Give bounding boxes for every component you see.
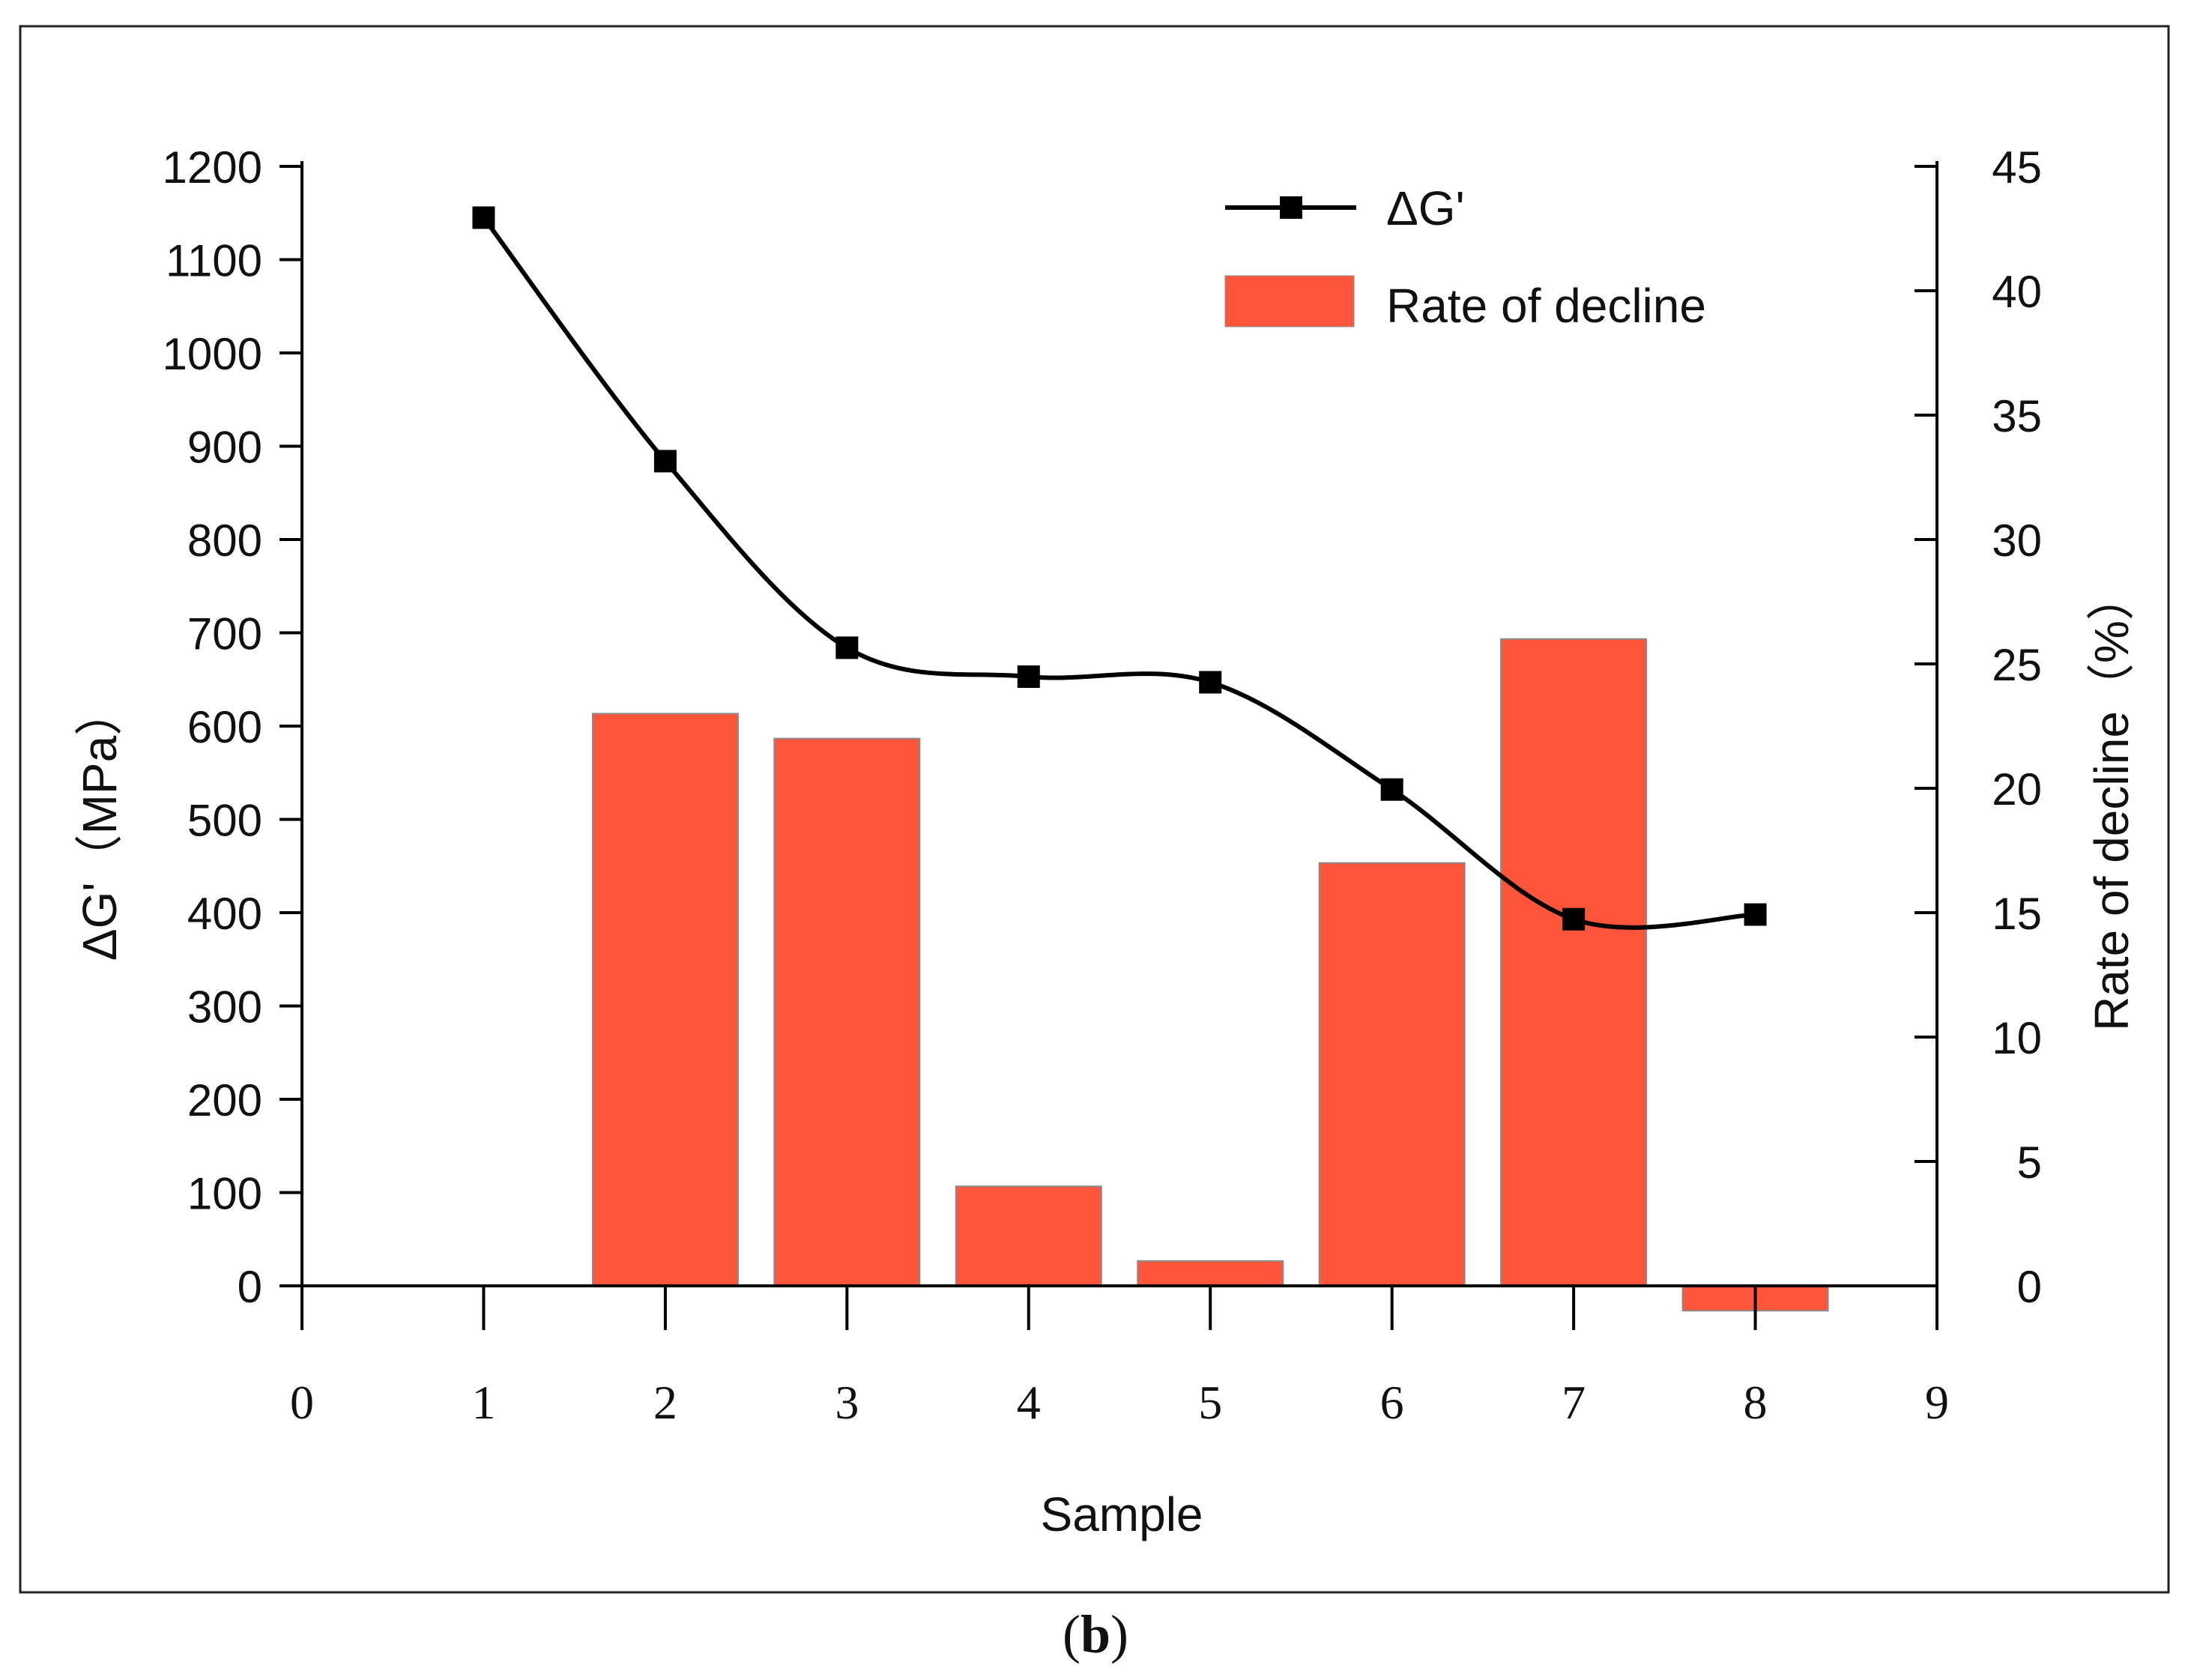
legend-marker [1280, 196, 1302, 219]
x-tick-label: 6 [1380, 1376, 1404, 1429]
x-tick-label: 1 [471, 1376, 495, 1429]
bar-sample-5 [1137, 1260, 1284, 1287]
x-tick-label: 5 [1198, 1376, 1222, 1429]
y-left-tick-label: 1200 [163, 142, 262, 193]
delta-g-marker-sample-7 [1562, 907, 1586, 931]
y-right-tick-label: 30 [1992, 516, 2042, 566]
y-left-tick-label: 900 [187, 423, 262, 473]
bar-sample-3 [773, 737, 921, 1287]
y-right-tick-label: 45 [1992, 142, 2042, 193]
legend-bar-label: Rate of decline [1386, 279, 1706, 333]
bar-sample-4 [955, 1185, 1102, 1287]
y-axis-right-label: Rate of decline（%） [2085, 572, 2139, 1031]
panel-letter: b [1080, 1604, 1111, 1664]
x-tick-label: 8 [1744, 1376, 1768, 1429]
delta-g-marker-sample-4 [1017, 665, 1040, 689]
bars-layer [591, 638, 1829, 1312]
y-left-tick-label: 100 [187, 1169, 262, 1219]
chart-frame [19, 25, 2170, 1594]
y-left-tick-label: 800 [187, 516, 262, 566]
y-axis-left-label: ΔG'（MPa） [73, 688, 127, 961]
delta-g-marker-sample-2 [653, 450, 677, 473]
y-right-tick-label: 25 [1992, 640, 2042, 690]
y-right-tick-label: 10 [1992, 1013, 2042, 1063]
y-right-tick-label: 0 [2017, 1262, 2042, 1312]
y-left-tick-label: 0 [238, 1262, 262, 1312]
y-left-tick-label: 1100 [166, 236, 262, 286]
bar-sample-7 [1500, 638, 1648, 1287]
legend: ΔG' Rate of decline [1224, 181, 1706, 333]
bar-sample-2 [591, 713, 739, 1287]
delta-g-marker-sample-8 [1744, 903, 1767, 926]
axes-layer: 0 1 2 3 4 5 6 7 8 9010020030040050060070080090010… [163, 142, 2042, 1429]
x-tick-label: 7 [1562, 1376, 1586, 1429]
bar-sample-6 [1318, 862, 1466, 1287]
y-left-tick-label: 300 [187, 982, 262, 1033]
delta-g-marker-sample-5 [1199, 671, 1222, 694]
y-left-tick-label: 1000 [163, 329, 262, 379]
line-layer [472, 206, 1767, 931]
y-left-tick-label: 400 [187, 889, 262, 939]
legend-line-label: ΔG' [1386, 181, 1465, 235]
y-left-tick-label: 200 [187, 1075, 262, 1125]
y-left-tick-label: 500 [187, 796, 262, 846]
y-right-tick-label: 20 [1992, 764, 2042, 815]
x-tick-label: 0 [290, 1376, 314, 1429]
x-tick-label: 3 [835, 1376, 859, 1429]
x-tick-label: 9 [1925, 1376, 1949, 1429]
x-tick-label: 2 [653, 1376, 677, 1429]
x-axis-label: Sample [1041, 1487, 1203, 1541]
legend-bar-swatch [1224, 275, 1355, 327]
y-right-tick-label: 5 [2017, 1137, 2042, 1188]
y-right-tick-label: 40 [1992, 267, 2042, 317]
y-right-tick-label: 15 [1992, 889, 2042, 939]
delta-g-marker-sample-3 [835, 636, 859, 659]
y-right-tick-label: 35 [1992, 391, 2042, 441]
panel-label: (b) [1062, 1604, 1128, 1664]
y-left-tick-label: 600 [187, 702, 262, 752]
delta-g-marker-sample-6 [1380, 778, 1403, 801]
delta-g-marker-sample-1 [472, 206, 495, 229]
x-tick-label: 4 [1017, 1376, 1041, 1429]
y-left-tick-label: 700 [187, 609, 262, 659]
